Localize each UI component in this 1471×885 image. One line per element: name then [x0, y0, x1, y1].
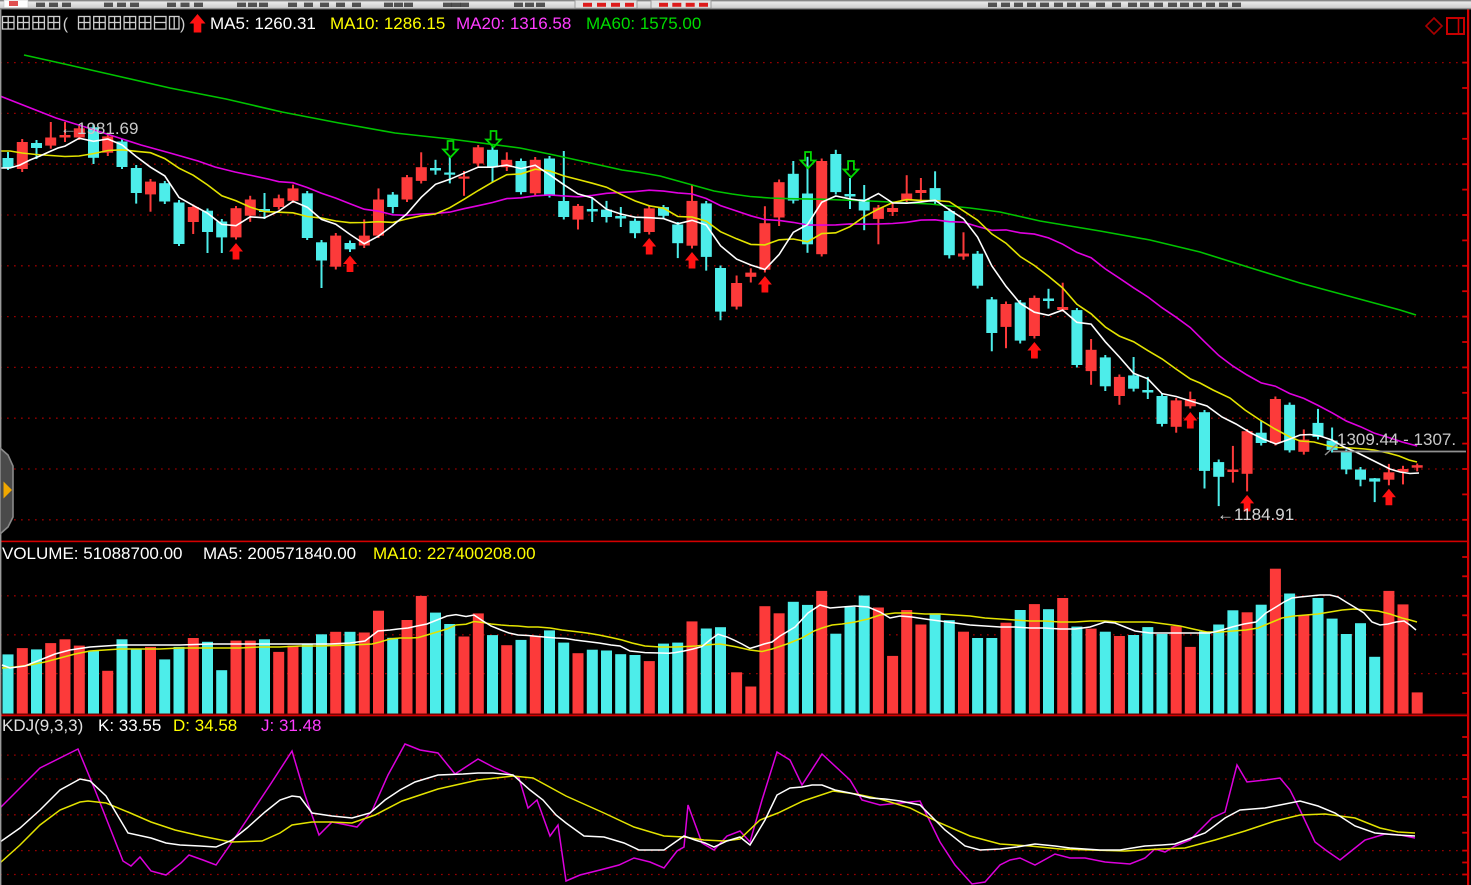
svg-text:VOLUME: 51088700.00: VOLUME: 51088700.00: [2, 544, 183, 563]
svg-text:MA10: 227400208.00: MA10: 227400208.00: [373, 544, 536, 563]
svg-text:MA60: 1575.00: MA60: 1575.00: [586, 14, 701, 33]
svg-text:MA5: 200571840.00: MA5: 200571840.00: [203, 544, 356, 563]
svg-text:KDJ(9,3,3): KDJ(9,3,3): [2, 716, 83, 735]
svg-text:1309.44 - 1307.: 1309.44 - 1307.: [1337, 430, 1456, 449]
svg-text:): ): [180, 16, 185, 33]
svg-text:D: 34.58: D: 34.58: [173, 716, 237, 735]
svg-text:←1981.69: ←1981.69: [60, 119, 138, 138]
svg-text:MA10: 1286.15: MA10: 1286.15: [330, 14, 445, 33]
svg-text:←1184.91: ←1184.91: [1217, 505, 1294, 524]
svg-text:MA5: 1260.31: MA5: 1260.31: [210, 14, 316, 33]
svg-text:(: (: [63, 16, 69, 33]
svg-text:K: 33.55: K: 33.55: [98, 716, 161, 735]
svg-text:J: 31.48: J: 31.48: [261, 716, 322, 735]
svg-text:MA20: 1316.58: MA20: 1316.58: [456, 14, 571, 33]
